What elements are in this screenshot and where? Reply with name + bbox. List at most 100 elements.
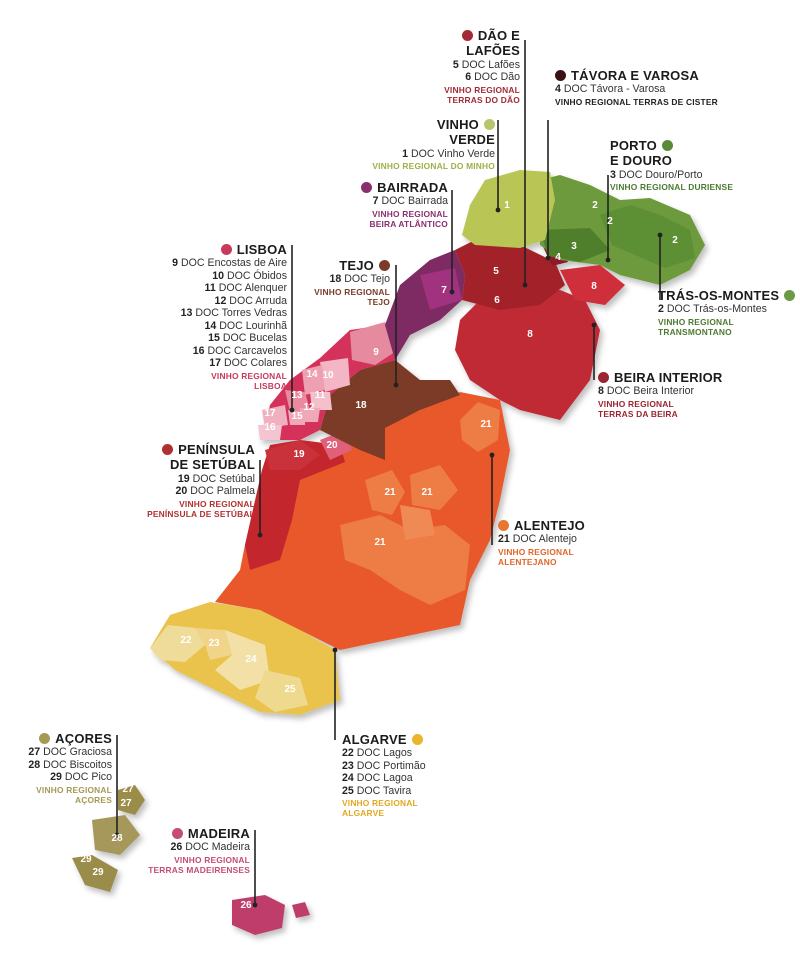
doc-entry: 25 DOC Tavira [342, 785, 482, 798]
region-bairrada [385, 250, 465, 360]
vinho-regional: VINHO REGIONAL TERRAS DA BEIRA [598, 399, 798, 420]
region-alentejo-21a [460, 402, 500, 452]
map-number-11: 11 [315, 390, 326, 401]
doc-name: DOC Setúbal [192, 472, 255, 485]
doc-number: 26 [170, 841, 183, 854]
map-number-29: 29 [92, 867, 104, 878]
region-title-text: PORTO [610, 138, 657, 153]
vinho-regional: VINHO REGIONAL LISBOA [150, 371, 287, 392]
doc-number: 6 [465, 71, 472, 84]
doc-entry: 16 DOC Carcavelos [150, 345, 287, 358]
map-number-21: 21 [480, 419, 492, 430]
doc-number: 21 [498, 533, 510, 546]
label-acores: AÇORES 27 DOC Graciosa 28 DOC Biscoitos 29 … [20, 731, 112, 806]
label-bairrada: BAIRRADA 7 DOC Bairrada VINHO REGIONAL BEIR… [330, 180, 448, 230]
doc-name: DOC Madeira [185, 841, 250, 854]
label-madeira: MADEIRA 26 DOC Madeira VINHO REGIONAL TERRA… [140, 826, 250, 876]
doc-name: DOC Douro/Porto [618, 168, 703, 181]
vinho-regional-line: VINHO REGIONAL [36, 784, 112, 795]
doc-number: 20 [175, 485, 188, 498]
vinho-regional-line: TRANSMONTANO [658, 326, 732, 337]
doc-entry: 7 DOC Bairrada [330, 195, 448, 208]
region-tejo [320, 360, 460, 460]
doc-number: 4 [555, 83, 561, 96]
doc-name: DOC Tejo [344, 273, 390, 286]
doc-name: DOC Trás-os-Montes [666, 303, 767, 316]
label-vinho-verde: VINHO VERDE 1 DOC Vinho Verde VINHO REGIONA… [340, 117, 495, 172]
doc-number: 9 [172, 257, 179, 270]
region-title: ALGARVE [342, 732, 482, 747]
map-number-16: 16 [264, 422, 276, 433]
label-tavora: TÁVORA E VAROSA 4 DOC Távora - Varosa VINH… [555, 68, 795, 108]
vinho-regional: VINHO REGIONAL TERRAS MADEIRENSES [140, 855, 250, 876]
region-title-text: VERDE [449, 132, 495, 148]
map-number-17: 17 [264, 408, 276, 419]
doc-name: DOC Torres Vedras [195, 307, 287, 320]
region-title-text: TEJO [339, 258, 374, 273]
label-lisboa: LISBOA 9 DOC Encostas de Aire 10 DOC Óbido… [150, 242, 287, 392]
vinho-regional-line: VINHO REGIONAL [342, 798, 418, 809]
doc-number: 16 [192, 344, 205, 357]
region-title: E DOURO [610, 153, 800, 168]
map-number-8: 8 [527, 329, 533, 340]
doc-name: DOC Vinho Verde [410, 147, 495, 160]
region-color-dot [361, 182, 373, 194]
doc-entry: 12 DOC Arruda [150, 295, 287, 308]
doc-entry: 23 DOC Portimão [342, 760, 482, 773]
region-alentejo-21c [410, 465, 458, 510]
region-color-dot [162, 444, 174, 456]
region-title-text: AÇORES [55, 731, 112, 746]
map-number-13: 13 [291, 390, 303, 401]
doc-number: 15 [208, 332, 220, 345]
vinho-regional-line: LISBOA [254, 380, 287, 391]
region-title-text: VINHO [436, 117, 479, 132]
label-porto: PORTO E DOURO 3 DOC Douro/Porto VINHO REGIO… [610, 138, 800, 193]
region-title-text: ALENTEJO [514, 518, 585, 533]
region-title: VERDE [340, 132, 495, 147]
map-number-14: 14 [306, 369, 318, 380]
doc-name: DOC Biscoitos [43, 758, 112, 771]
region-lisboa-9 [350, 322, 398, 365]
map-number-7: 7 [441, 285, 447, 296]
map-number-26: 26 [240, 900, 252, 911]
region-lisboa-16 [258, 425, 282, 440]
region-alentejo-21b [365, 470, 405, 515]
region-title: TEJO [298, 258, 390, 273]
map-number-21: 21 [421, 487, 433, 498]
doc-entry: 15 DOC Bucelas [150, 332, 287, 345]
region-douro-3 [540, 228, 610, 262]
doc-name: DOC Dão [474, 71, 520, 84]
doc-name: DOC Carcavelos [207, 344, 287, 357]
region-color-dot [411, 734, 423, 746]
vinho-regional-line: ALGARVE [342, 808, 385, 819]
doc-number: 8 [598, 385, 604, 398]
island-madeira [232, 895, 285, 935]
doc-name: DOC Bucelas [222, 332, 287, 345]
vinho-regional-line: VINHO REGIONAL [444, 84, 520, 95]
map-number-1: 1 [504, 200, 510, 211]
vinho-regional: VINHO REGIONAL TERRAS DO DÃO [400, 84, 520, 106]
doc-entry: 10 DOC Óbidos [150, 270, 287, 283]
map-number-6: 6 [494, 295, 500, 306]
label-tejo: TEJO 18 DOC Tejo VINHO REGIONAL TEJO [298, 258, 390, 308]
vinho-regional: VINHO REGIONAL TEJO [298, 287, 390, 308]
region-title-text: BAIRRADA [377, 180, 448, 195]
region-lisboa-14 [302, 365, 325, 395]
region-title: PORTO [610, 138, 800, 153]
vinho-regional: VINHO REGIONAL DURIENSE [610, 182, 800, 193]
map-number-21: 21 [384, 487, 396, 498]
label-algarve: ALGARVE 22 DOC Lagos 23 DOC Portimão 24 DOC… [342, 732, 482, 819]
doc-entry: 5 DOC Lafões [400, 59, 520, 72]
region-title-text: MADEIRA [187, 826, 250, 841]
doc-name: DOC Beira Interior [606, 385, 694, 398]
region-title: LISBOA [150, 242, 287, 257]
vinho-regional-line: VINHO REGIONAL [658, 316, 734, 327]
region-lisboa-15 [288, 410, 305, 425]
doc-number: 3 [610, 168, 616, 181]
region-title: ALENTEJO [498, 518, 638, 533]
region-setubal-19 [265, 440, 320, 470]
map-number-2: 2 [607, 216, 613, 227]
map-number-15: 15 [291, 411, 303, 422]
